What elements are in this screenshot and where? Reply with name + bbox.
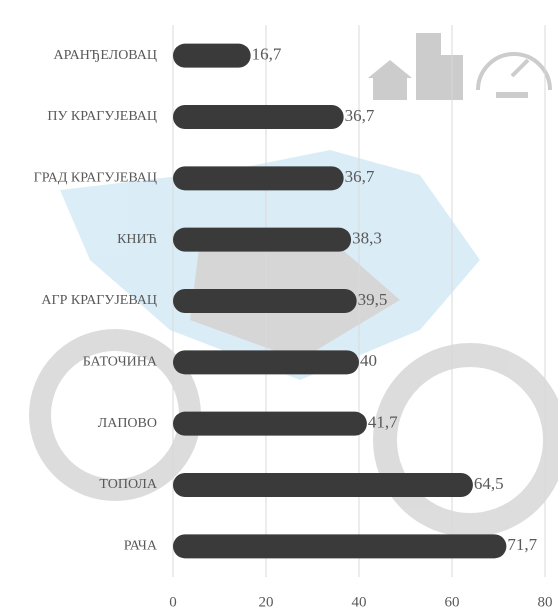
bar xyxy=(173,43,251,68)
bar xyxy=(173,289,357,313)
value-label: 71,7 xyxy=(507,535,537,554)
icons xyxy=(368,33,552,100)
x-tick-label: 20 xyxy=(259,594,274,610)
value-label: 36,7 xyxy=(345,106,375,125)
x-tick-label: 80 xyxy=(538,594,553,610)
category-label: КНИЋ xyxy=(117,232,158,247)
bar xyxy=(173,411,367,436)
category-label: ПУ КРАГУЈЕВАЦ xyxy=(47,109,157,124)
bar xyxy=(173,166,344,191)
value-label: 41,7 xyxy=(368,413,398,432)
bar xyxy=(173,227,352,252)
x-tick-label: 0 xyxy=(169,594,177,610)
bar xyxy=(173,105,344,129)
value-label: 39,5 xyxy=(358,290,388,309)
value-label: 36,7 xyxy=(345,167,375,186)
value-label: 16,7 xyxy=(252,45,282,64)
background-motorcycle xyxy=(29,150,558,537)
bar xyxy=(173,473,473,497)
category-label: БАТОЧИНА xyxy=(83,355,158,370)
category-label: РАЧА xyxy=(124,539,158,554)
value-label: 64,5 xyxy=(474,474,504,493)
bar xyxy=(173,350,359,375)
bar xyxy=(173,534,507,559)
category-label: АРАНЂЕЛОВАЦ xyxy=(53,48,157,63)
x-tick-label: 60 xyxy=(445,594,460,610)
x-tick-label: 40 xyxy=(352,594,367,610)
value-label: 40 xyxy=(360,351,377,370)
category-label: ТОПОЛА xyxy=(99,477,157,492)
category-label: ГРАД КРАГУЈЕВАЦ xyxy=(34,171,157,186)
category-label: ЛАПОВО xyxy=(98,416,157,431)
category-label: АГР КРАГУЈЕВАЦ xyxy=(41,293,157,308)
value-label: 38,3 xyxy=(352,229,382,248)
